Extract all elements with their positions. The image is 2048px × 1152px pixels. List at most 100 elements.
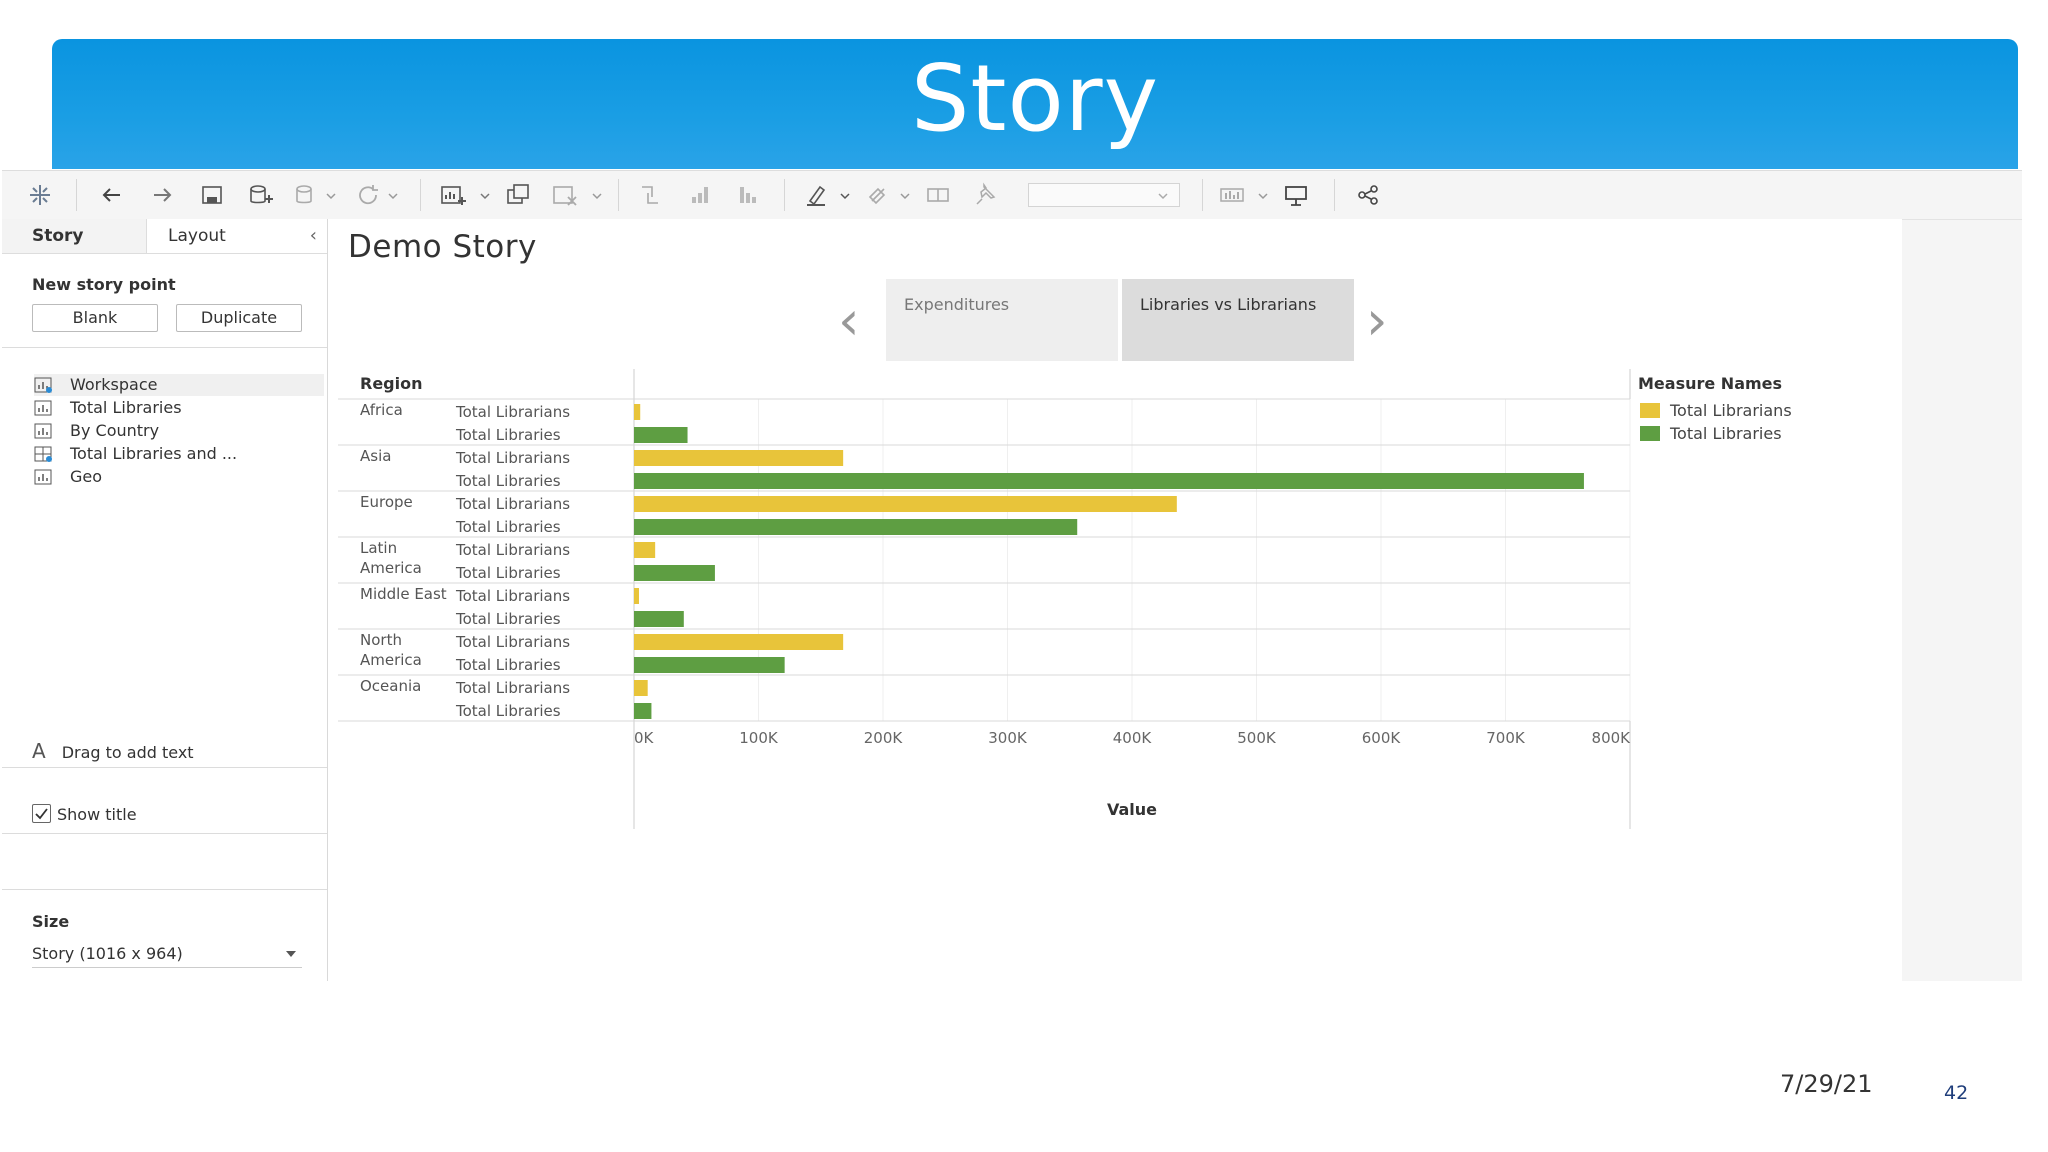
measure-label: Total Librarians — [455, 541, 570, 559]
sidebar-divider — [2, 767, 327, 768]
row-header: Region — [360, 374, 423, 393]
bar-libraries[interactable] — [634, 703, 652, 719]
save-icon[interactable] — [198, 181, 226, 209]
bar-librarians[interactable] — [634, 450, 844, 466]
chevron-down-icon[interactable] — [324, 181, 338, 209]
sheet-item-geo[interactable]: Geo — [34, 466, 324, 488]
x-tick-label: 500K — [1237, 729, 1277, 747]
chevron-left-icon[interactable]: ‹ — [309, 225, 317, 246]
bar-libraries[interactable] — [634, 519, 1078, 535]
bar-libraries[interactable] — [634, 657, 785, 673]
tab-story[interactable]: Story — [2, 219, 147, 253]
region-label: Latin — [360, 539, 397, 557]
bar-librarians[interactable] — [634, 680, 648, 696]
sheet-item-by-country[interactable]: By Country — [34, 420, 324, 442]
new-story-point-heading: New story point — [32, 275, 176, 294]
sheet-icon — [34, 469, 52, 485]
legend-title: Measure Names — [1638, 374, 1782, 393]
duplicate-sheet-icon[interactable] — [504, 181, 532, 209]
drag-text-label: Drag to add text — [61, 743, 194, 762]
sort-ascending-icon[interactable] — [686, 181, 714, 209]
tab-layout[interactable]: Layout — [168, 226, 226, 246]
undo-icon[interactable] — [98, 181, 126, 209]
group-members-icon[interactable] — [864, 181, 892, 209]
story-point-expenditures[interactable]: Expenditures — [886, 279, 1118, 361]
measure-label: Total Libraries — [455, 564, 561, 582]
sort-descending-icon[interactable] — [734, 181, 762, 209]
size-select[interactable]: Story (1016 x 964) — [32, 941, 302, 968]
pin-icon[interactable] — [972, 181, 1000, 209]
bar-librarians[interactable] — [634, 542, 656, 558]
slide-date: 7/29/21 — [1780, 1070, 1873, 1098]
measure-label: Total Librarians — [455, 587, 570, 605]
measure-label: Total Librarians — [455, 495, 570, 513]
show-title-label: Show title — [57, 805, 137, 824]
region-label: Middle East — [360, 585, 447, 603]
story-canvas: Demo Story ‹ Expenditures Libraries vs L… — [328, 219, 1902, 981]
region-label: America — [360, 651, 422, 669]
refresh-icon[interactable] — [354, 181, 382, 209]
bar-librarians[interactable] — [634, 496, 1177, 512]
bar-libraries[interactable] — [634, 473, 1584, 489]
sheet-item-total-libraries-and[interactable]: Total Libraries and ... — [34, 443, 324, 465]
bar-libraries[interactable] — [634, 611, 684, 627]
x-tick-label: 100K — [739, 729, 779, 747]
sheet-item-total-libraries[interactable]: Total Libraries — [34, 397, 324, 419]
drag-text-item[interactable]: A Drag to add text — [32, 739, 194, 763]
chevron-down-icon[interactable] — [590, 181, 604, 209]
region-label: Africa — [360, 401, 403, 419]
sheet-item-label: Total Libraries — [70, 398, 182, 417]
sheet-item-label: Geo — [70, 467, 103, 486]
chevron-down-icon[interactable] — [386, 181, 400, 209]
share-icon[interactable] — [1354, 181, 1382, 209]
blank-button[interactable]: Blank — [32, 304, 158, 332]
region-label: Oceania — [360, 677, 421, 695]
duplicate-button[interactable]: Duplicate — [176, 304, 302, 332]
bar-librarians[interactable] — [634, 634, 844, 650]
toolbar-separator — [1202, 179, 1203, 211]
measure-label: Total Libraries — [455, 610, 561, 628]
show-me-icon[interactable] — [1218, 181, 1246, 209]
show-title-checkbox[interactable] — [32, 804, 51, 823]
previous-story-point-icon[interactable]: ‹ — [838, 289, 860, 352]
new-worksheet-icon[interactable] — [438, 181, 466, 209]
swap-rows-columns-icon[interactable] — [636, 181, 664, 209]
legend-swatch[interactable] — [1640, 426, 1660, 441]
toolbar-separator — [76, 179, 77, 211]
chevron-down-icon[interactable] — [1156, 181, 1170, 209]
chevron-down-icon[interactable] — [898, 181, 912, 209]
highlight-icon[interactable] — [802, 181, 830, 209]
measure-label: Total Libraries — [455, 472, 561, 490]
toolbar-separator — [784, 179, 785, 211]
text-object-icon: A — [32, 739, 46, 763]
clear-sheet-icon[interactable] — [550, 181, 578, 209]
bar-libraries[interactable] — [634, 427, 688, 443]
bar-librarians[interactable] — [634, 404, 641, 420]
x-tick-label: 0K — [634, 729, 655, 747]
legend-entry[interactable]: Total Libraries — [1669, 424, 1782, 443]
new-data-source-icon[interactable] — [246, 181, 274, 209]
chevron-down-icon[interactable] — [838, 181, 852, 209]
sheet-icon — [34, 377, 52, 393]
show-title-option[interactable]: Show title — [32, 804, 137, 824]
slide-title: Story — [910, 45, 1160, 152]
chevron-down-icon[interactable] — [1256, 181, 1270, 209]
chevron-down-icon[interactable] — [478, 181, 492, 209]
redo-icon[interactable] — [148, 181, 176, 209]
sheet-item-workspace[interactable]: Workspace — [34, 374, 324, 396]
show-mark-labels-icon[interactable] — [924, 181, 952, 209]
legend-entry[interactable]: Total Librarians — [1669, 401, 1792, 420]
pause-updates-icon[interactable] — [292, 181, 320, 209]
story-sidebar: Story Layout ‹ New story point Blank Dup… — [2, 219, 328, 981]
fit-dropdown[interactable] — [1028, 183, 1180, 207]
bar-librarians[interactable] — [634, 588, 639, 604]
bar-libraries[interactable] — [634, 565, 715, 581]
next-story-point-icon[interactable]: › — [1366, 289, 1388, 352]
measure-label: Total Librarians — [455, 679, 570, 697]
tableau-logo-icon[interactable] — [26, 181, 54, 209]
legend-swatch[interactable] — [1640, 403, 1660, 418]
story-point-libraries-vs-librarians[interactable]: Libraries vs Librarians — [1122, 279, 1354, 361]
presentation-mode-icon[interactable] — [1282, 181, 1310, 209]
sidebar-divider — [2, 347, 327, 348]
x-tick-label: 200K — [864, 729, 904, 747]
